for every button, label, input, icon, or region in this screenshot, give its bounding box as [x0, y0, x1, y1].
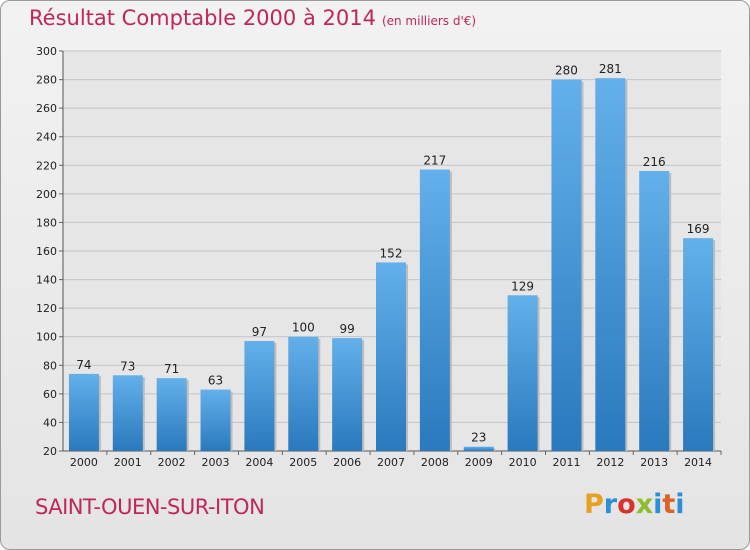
proxiti-logo: Proxiti	[584, 489, 685, 520]
bar-value-label: 99	[339, 322, 354, 336]
x-tick-label: 2014	[684, 456, 712, 469]
bar-value-label: 71	[164, 362, 179, 376]
bar-value-label: 74	[76, 358, 91, 372]
y-tick-label: 120	[36, 302, 57, 315]
bar	[332, 338, 363, 451]
bar	[376, 262, 406, 451]
bar-value-label: 23	[471, 431, 486, 445]
y-tick-label: 140	[36, 274, 57, 287]
x-tick-label: 2006	[333, 456, 361, 469]
bar	[463, 446, 494, 451]
value-labels: 74 73 71 63 97 100 99 152 217 23 129 280 281 216 169	[76, 62, 709, 445]
y-tick-label: 300	[36, 45, 57, 58]
y-tick-label: 80	[43, 359, 57, 372]
x-tick-label: 2012	[596, 456, 624, 469]
bar	[507, 295, 538, 451]
bar	[683, 238, 714, 451]
y-tick-label: 160	[36, 245, 57, 258]
y-tick-label: 100	[36, 331, 57, 344]
bar	[551, 79, 582, 452]
y-tick-label: 240	[36, 131, 57, 144]
x-tick-label: 2009	[465, 456, 493, 469]
x-tick-label: 2004	[245, 456, 273, 469]
x-tick-labels: 2000 2001 2002 2003 2004 2005 2006 2007 2008 2009…	[70, 456, 712, 469]
x-tick-label: 2010	[509, 456, 537, 469]
bar-value-label: 129	[511, 279, 534, 293]
x-tick-label: 2003	[202, 456, 230, 469]
x-tick-label: 2001	[114, 456, 142, 469]
bar-value-label: 63	[208, 374, 223, 388]
bar-value-label: 281	[599, 62, 622, 76]
logo-letter: P	[584, 489, 604, 520]
bar	[200, 389, 231, 451]
y-tick-label: 60	[43, 388, 57, 401]
bar	[68, 373, 99, 451]
bar	[244, 341, 275, 451]
y-tick-label: 180	[36, 216, 57, 229]
logo-letter: i	[675, 489, 685, 520]
logo-letter: r	[603, 489, 618, 520]
logo-letter: t	[662, 489, 676, 520]
chart-subtitle: (en milliers d'€)	[381, 14, 477, 28]
x-tick-label: 2008	[421, 456, 449, 469]
x-tick-label: 2000	[70, 456, 98, 469]
y-tick-label: 280	[36, 74, 57, 87]
bar-value-label: 169	[687, 222, 710, 236]
y-tick-label: 260	[36, 102, 57, 115]
x-tick-label: 2013	[640, 456, 668, 469]
y-tick-labels: 20 40 60 80 100 120 140 160 180 200 220 240 260 280 30…	[36, 45, 57, 458]
y-tick-label: 200	[36, 188, 57, 201]
x-tick-label: 2005	[289, 456, 317, 469]
y-tick-label: 220	[36, 159, 57, 172]
bar	[419, 169, 450, 452]
bar-value-label: 73	[120, 359, 135, 373]
logo-letter: o	[617, 489, 636, 520]
bar	[639, 171, 670, 451]
bar-value-label: 216	[643, 155, 666, 169]
title-text: Résultat Comptable 2000 à 2014	[29, 6, 376, 30]
x-tick-label: 2002	[158, 456, 186, 469]
bar-value-label: 280	[555, 64, 578, 78]
logo-letter: i	[653, 489, 663, 520]
bar-value-label: 100	[292, 321, 315, 335]
x-tick-label: 2011	[552, 456, 580, 469]
bar-value-label: 217	[423, 154, 446, 168]
bar	[112, 375, 143, 451]
bars	[68, 78, 716, 452]
x-tick-label: 2007	[377, 456, 405, 469]
chart-title: Résultat Comptable 2000 à 2014 (en millie…	[29, 6, 476, 30]
bar	[156, 378, 187, 451]
bar	[288, 336, 319, 451]
y-tick-label: 20	[43, 445, 57, 458]
y-tick-label: 40	[43, 416, 57, 429]
bar-value-label: 97	[252, 325, 267, 339]
bar	[595, 78, 626, 452]
city-name: SAINT-OUEN-SUR-ITON	[35, 495, 265, 519]
bar-value-label: 152	[380, 246, 403, 260]
logo-letter: x	[635, 489, 654, 520]
